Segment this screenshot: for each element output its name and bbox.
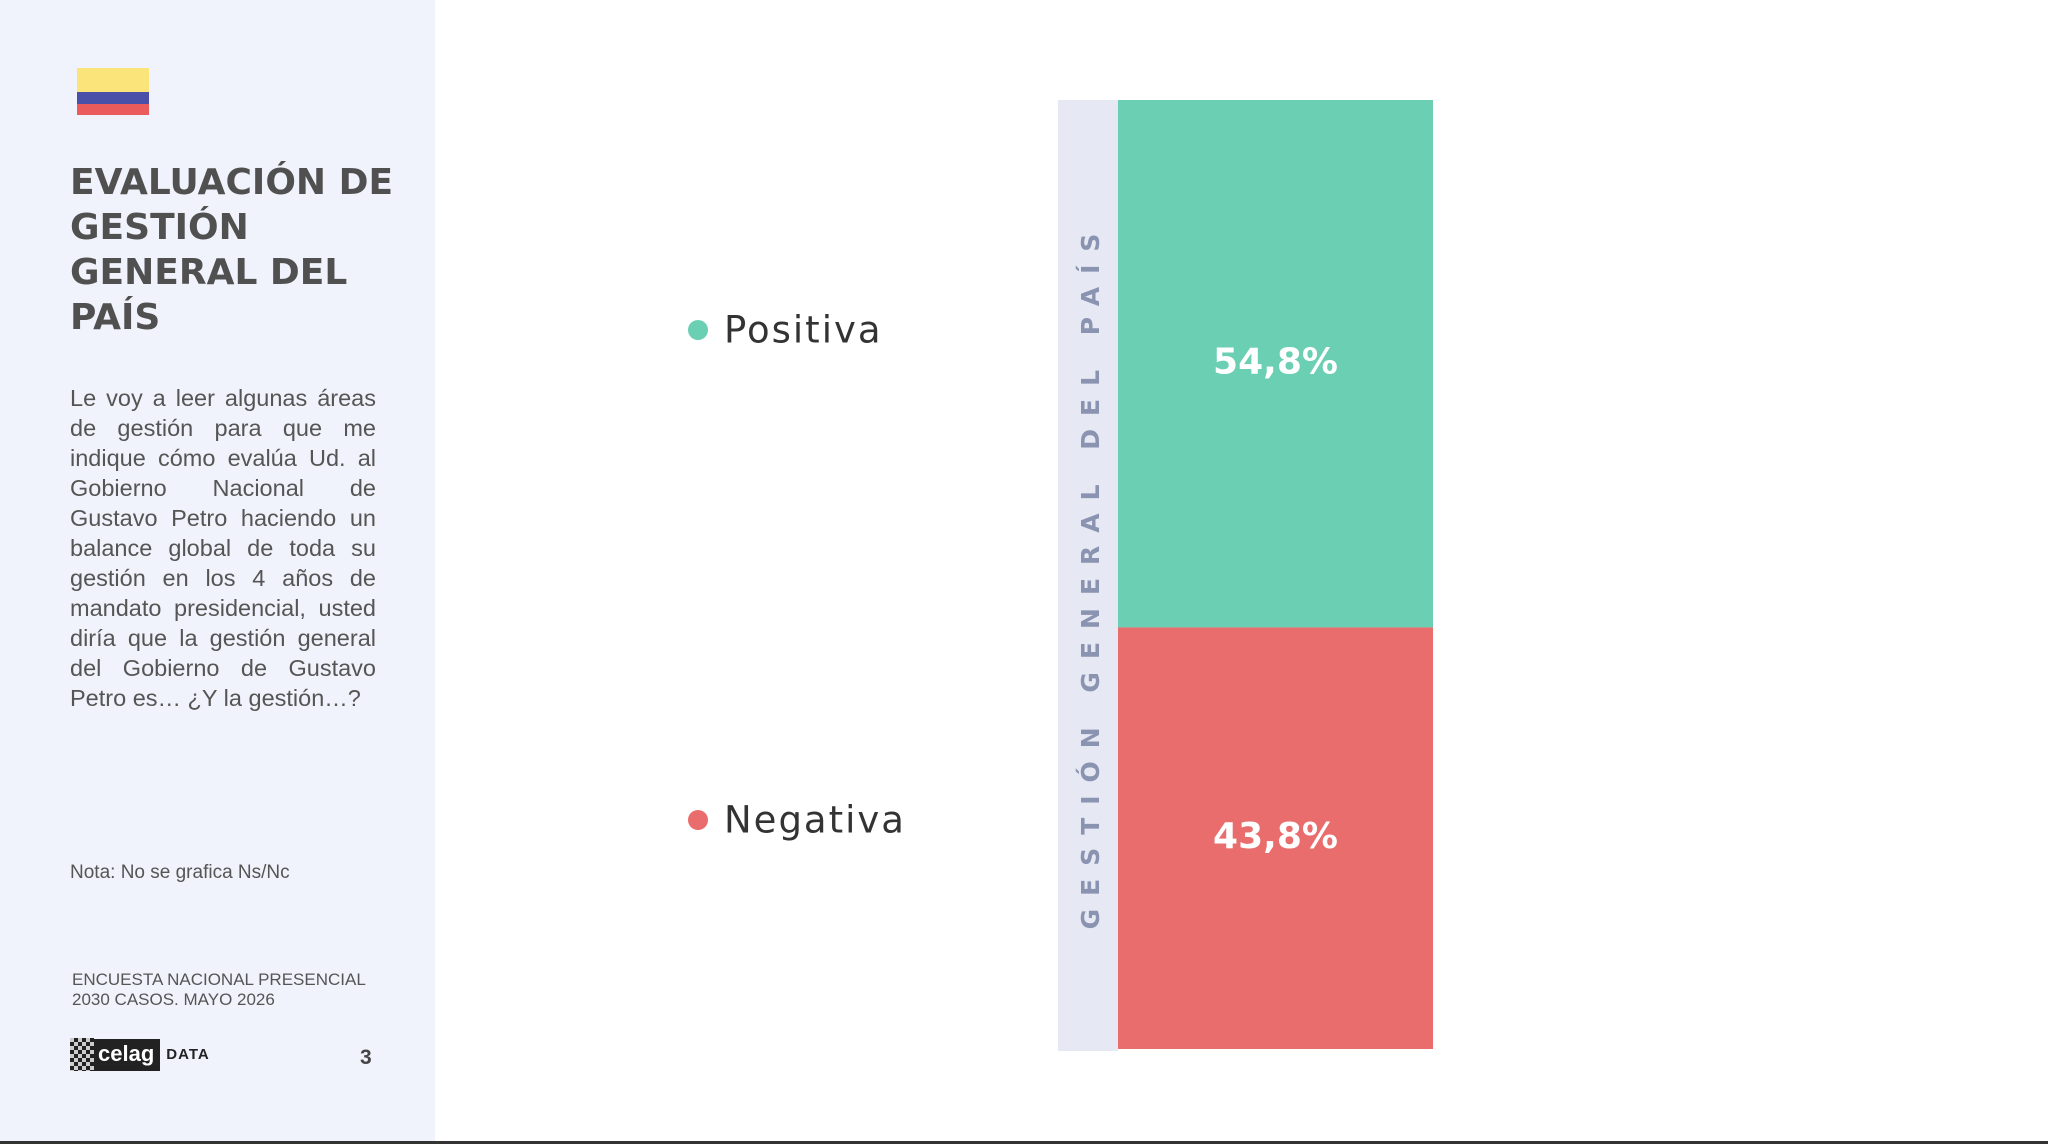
flag-yellow [77,68,149,92]
logo-name: celag [90,1038,161,1071]
page-number: 3 [360,1046,372,1069]
survey-info: 2030 CASOS. MAYO 2026 [72,990,275,1009]
legend-marker [688,810,708,830]
bar-segment [1118,100,1433,628]
category-band [1058,100,1118,1051]
value-label: 43,8% [1213,816,1338,857]
flag-red [77,104,149,115]
logo-suffix: DATA [166,1046,210,1063]
sidebar: EVALUACIÓN DE GESTIÓN GENERAL DEL PAÍS L… [0,0,435,1142]
logo-icon [70,1038,94,1071]
flag-blue [77,92,149,104]
value-label: 54,8% [1213,342,1338,383]
legend-label: Positiva [724,309,883,352]
bar-segment [1118,627,1433,1049]
legend-label: Negativa [724,799,906,842]
survey-info: ENCUESTA NACIONAL PRESENCIAL [72,970,366,989]
logo: celag DATA [70,1038,210,1071]
question-text: Le voy a leer algunas áreas de gestión p… [70,385,376,711]
note: Nota: No se grafica Ns/Nc [70,862,290,883]
slide-title: EVALUACIÓN DE GESTIÓN GENERAL DEL PAÍS [70,162,394,338]
legend-marker [688,320,708,340]
category-label: GESTIÓN GENERAL DEL PAÍS [1075,221,1105,930]
bottom-border [0,1141,2048,1144]
